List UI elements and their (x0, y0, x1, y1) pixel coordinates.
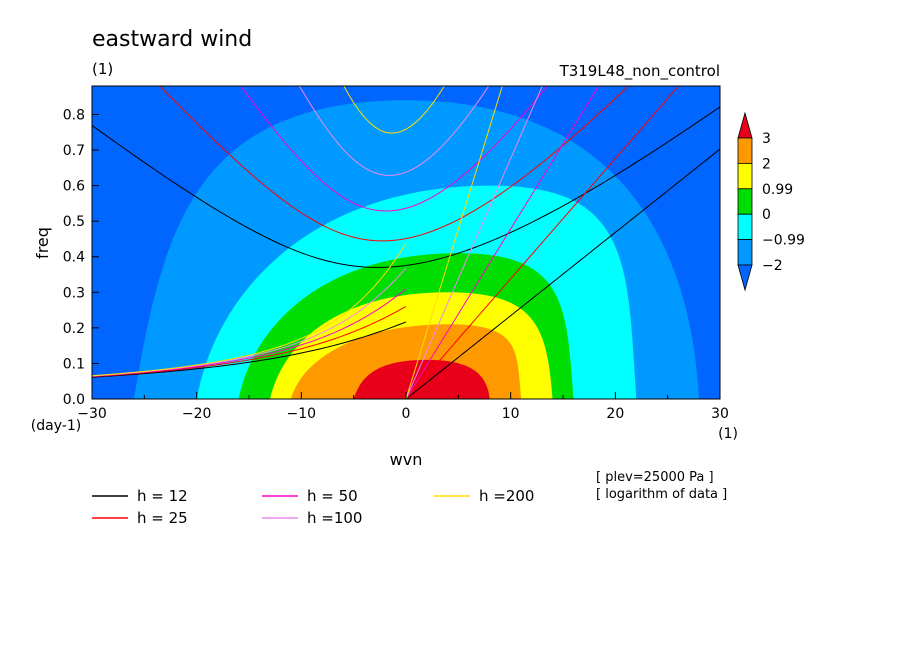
legend: h = 12 h = 25 h = 50 h =100 h =200 (92, 487, 534, 527)
colorbar-top-triangle (737, 111, 753, 139)
colorbar-label: 3 (762, 131, 771, 147)
ig-curve-h200 (343, 86, 445, 134)
colorbar-label: 2 (762, 156, 771, 172)
y-tick-label: 0.6 (63, 179, 85, 195)
legend-label: h =200 (479, 487, 534, 505)
y-axis-unit: (day-1) (31, 418, 81, 434)
colorbar-box (737, 239, 753, 266)
ig-curve-h50 (240, 86, 548, 212)
colorbar-box (737, 162, 753, 190)
colorbar-label: 0.99 (762, 182, 793, 198)
chart-subtitle-right: T319L48_non_control (559, 62, 720, 81)
kelvin-curve-h100 (405, 86, 543, 399)
chart-subtitle-left: (1) (92, 60, 113, 78)
y-tick-label: 0.3 (63, 285, 85, 301)
x-axis-ticks: −30 −20 −10 0 10 20 30 (77, 392, 729, 422)
ig-curve-h100 (298, 86, 490, 176)
legend-label: h =100 (307, 509, 362, 527)
x-tick-label: 20 (606, 406, 624, 422)
colorbar: 3 2 0.99 0 −0.99 −2 (737, 111, 805, 292)
colorbar-label: −0.99 (762, 233, 805, 249)
x-tick-label: 0 (402, 406, 411, 422)
contour-band-6 (353, 359, 490, 399)
colorbar-box (737, 188, 753, 215)
ig-curve-h25 (159, 86, 630, 242)
kelvin-curve-h12 (405, 148, 720, 399)
plot-area (92, 86, 720, 399)
y-tick-label: 0.0 (63, 392, 85, 408)
y-tick-label: 0.8 (63, 107, 85, 123)
x-axis-unit: (1) (718, 426, 738, 442)
legend-label: h = 12 (137, 487, 188, 505)
mrg-curve-h200 (92, 242, 407, 377)
y-tick-label: 0.1 (63, 356, 85, 372)
x-axis-label: wvn (390, 450, 423, 469)
annotation-log: [ logarithm of data ] (596, 487, 727, 502)
legend-label: h = 25 (137, 509, 188, 527)
colorbar-box (737, 137, 753, 164)
colorbar-bottom-triangle (737, 264, 753, 292)
colorbar-label: 0 (762, 207, 771, 223)
colorbar-label: −2 (762, 258, 783, 274)
x-tick-label: −10 (287, 406, 317, 422)
y-axis-label: freq (33, 227, 52, 259)
kelvin-curve-h200 (405, 86, 503, 399)
y-tick-label: 0.7 (63, 143, 85, 159)
x-tick-label: 10 (502, 406, 520, 422)
kelvin-curve-h50 (405, 86, 600, 399)
y-tick-label: 0.4 (63, 250, 85, 266)
kelvin-curve-h25 (405, 86, 680, 399)
chart-title: eastward wind (92, 27, 252, 52)
x-tick-label: −30 (77, 406, 107, 422)
mrg-curve-h12 (92, 321, 407, 378)
y-tick-label: 0.2 (63, 321, 85, 337)
annotation-plev: [ plev=25000 Pa ] (596, 470, 714, 485)
x-tick-label: 30 (711, 406, 729, 422)
x-tick-label: −20 (182, 406, 212, 422)
colorbar-box (737, 213, 753, 240)
legend-label: h = 50 (307, 487, 358, 505)
y-tick-label: 0.5 (63, 214, 85, 230)
ig-curve-h12 (92, 106, 720, 268)
mrg-curve-h25 (92, 305, 407, 378)
y-axis-ticks: 0.0 0.1 0.2 0.3 0.4 0.5 0.6 0.7 0.8 (63, 107, 99, 408)
